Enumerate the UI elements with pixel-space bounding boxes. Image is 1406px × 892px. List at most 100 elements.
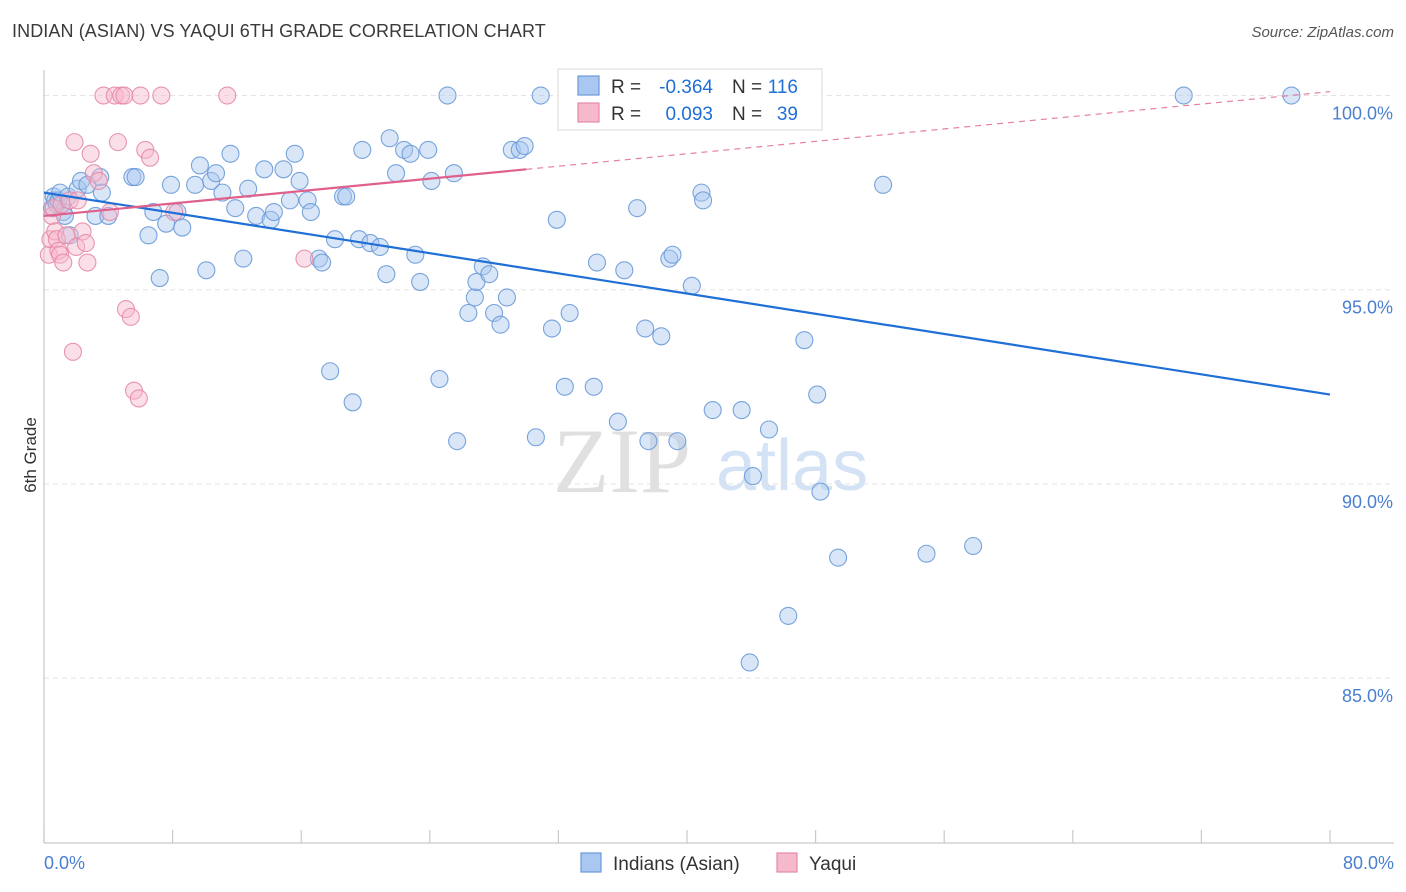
x-tick-label-max: 80.0% xyxy=(1343,853,1394,873)
indians-asian-point xyxy=(692,183,711,202)
yaqui-point xyxy=(78,253,97,272)
stats-r-label-pink: R = xyxy=(611,104,641,125)
chart-title: INDIAN (ASIAN) VS YAQUI 6TH GRADE CORREL… xyxy=(12,21,546,41)
indians-asian-point xyxy=(531,86,550,105)
stats-box-frame xyxy=(557,68,823,131)
indians-asian-point xyxy=(247,206,266,225)
indians-asian-point xyxy=(703,401,722,420)
indians-asian-point xyxy=(264,202,283,222)
indians-asian-point xyxy=(274,160,293,179)
indians-asian-point xyxy=(560,303,579,323)
indians-asian-point xyxy=(779,606,798,625)
indians-asian-point xyxy=(190,156,209,175)
yaqui-point xyxy=(129,389,148,408)
stats-n-value-pink: 39 xyxy=(777,104,798,125)
indians-asian-point xyxy=(759,420,779,439)
indians-asian-point xyxy=(740,653,759,672)
indians-asian-point xyxy=(652,327,671,346)
indians-asian-point xyxy=(663,245,682,264)
yaqui-point xyxy=(46,222,65,241)
indians-asian-point xyxy=(444,164,463,183)
x-axis-ticks xyxy=(43,830,1331,843)
yaqui-point xyxy=(121,307,140,326)
indians-asian-point xyxy=(491,315,510,334)
indians-asian-point xyxy=(1174,86,1193,105)
indians-asian-point xyxy=(515,136,534,156)
indians-asian-point xyxy=(448,432,467,451)
source-credit: Source: ZipAtlas.com xyxy=(1251,24,1394,41)
indians-asian-point xyxy=(197,261,216,280)
indians-asian-point xyxy=(221,144,240,163)
stats-r-value-pink: 0.093 xyxy=(665,104,713,125)
indians-asian-point xyxy=(234,249,253,268)
indians-asian-point xyxy=(353,140,372,159)
yaqui-point xyxy=(73,222,92,241)
indians-asian-point xyxy=(386,164,406,183)
yaqui-point xyxy=(68,191,87,210)
indians-asian-point xyxy=(206,164,226,183)
yaqui-point xyxy=(141,148,160,167)
x-tick-label-min: 0.0% xyxy=(44,853,85,873)
indians-asian-point xyxy=(874,175,893,194)
indians-asian-point xyxy=(126,168,145,187)
indians-asian-point xyxy=(337,187,356,206)
yaqui-point xyxy=(67,237,86,257)
indians-asian-point xyxy=(411,272,430,291)
yaqui-trend-line-extension xyxy=(526,91,1331,170)
indians-asian-point xyxy=(438,86,457,105)
indians-asian-point xyxy=(343,393,362,412)
indians-asian-point xyxy=(480,265,499,284)
stats-r-value-blue: -0.364 xyxy=(659,77,713,98)
indians-asian-point xyxy=(285,144,304,163)
indians-asian-point xyxy=(547,210,566,229)
yaqui-trend-line xyxy=(43,168,527,218)
indians-asian-point xyxy=(377,265,396,284)
legend-swatch-yaqui xyxy=(776,852,798,873)
indians-asian-point xyxy=(186,175,205,194)
yaqui-point xyxy=(295,249,314,268)
indians-asian-point xyxy=(542,319,562,338)
indians-asian-point xyxy=(313,253,332,272)
indians-asian-point xyxy=(139,226,158,245)
indians-asian-point xyxy=(526,428,545,447)
stats-n-value-blue: 116 xyxy=(768,77,798,98)
indians-asian-point xyxy=(1282,86,1301,105)
indians-asian-trend-line xyxy=(43,191,1331,396)
indians-asian-point xyxy=(795,331,814,350)
indians-asian-point xyxy=(555,377,574,396)
indians-asian-point xyxy=(422,171,441,191)
indians-asian-point xyxy=(401,144,420,163)
legend-label-yaqui: Yaqui xyxy=(809,854,856,875)
yaqui-point xyxy=(81,144,100,163)
indians-asian-point xyxy=(406,245,425,264)
indians-asian-point xyxy=(587,253,607,272)
indians-asian-point xyxy=(615,261,634,280)
indians-asian-point xyxy=(608,412,627,431)
indians-asian-point xyxy=(829,548,848,567)
indians-asian-point xyxy=(321,362,340,381)
indians-asian-point xyxy=(301,202,320,222)
y-tick-label: 95.0% xyxy=(1342,298,1393,318)
yaqui-point xyxy=(105,86,124,105)
legend: Indians (Asian) Yaqui xyxy=(580,852,856,875)
indians-asian-point xyxy=(694,191,713,210)
indians-asian-point xyxy=(213,183,232,202)
indians-asian-point xyxy=(808,385,827,404)
indians-asian-point xyxy=(639,432,658,451)
yaqui-point xyxy=(76,234,95,253)
yaqui-point xyxy=(54,253,73,272)
indians-asian-point xyxy=(255,160,274,179)
y-tick-labels: 100.0% 95.0% 90.0% 85.0% xyxy=(1332,104,1393,706)
indians-asian-point xyxy=(668,432,687,451)
indians-asian-point xyxy=(419,140,438,159)
yaqui-point xyxy=(115,86,134,105)
indians-asian-point xyxy=(485,303,504,323)
y-axis-title: 6th Grade xyxy=(21,417,40,493)
yaqui-point xyxy=(65,133,84,152)
indians-asian-point xyxy=(584,377,603,396)
watermark-atlas: atlas xyxy=(716,426,868,506)
yaqui-point xyxy=(131,86,150,105)
indians-asian-point xyxy=(459,303,478,323)
stats-r-label-blue: R = xyxy=(611,77,641,98)
